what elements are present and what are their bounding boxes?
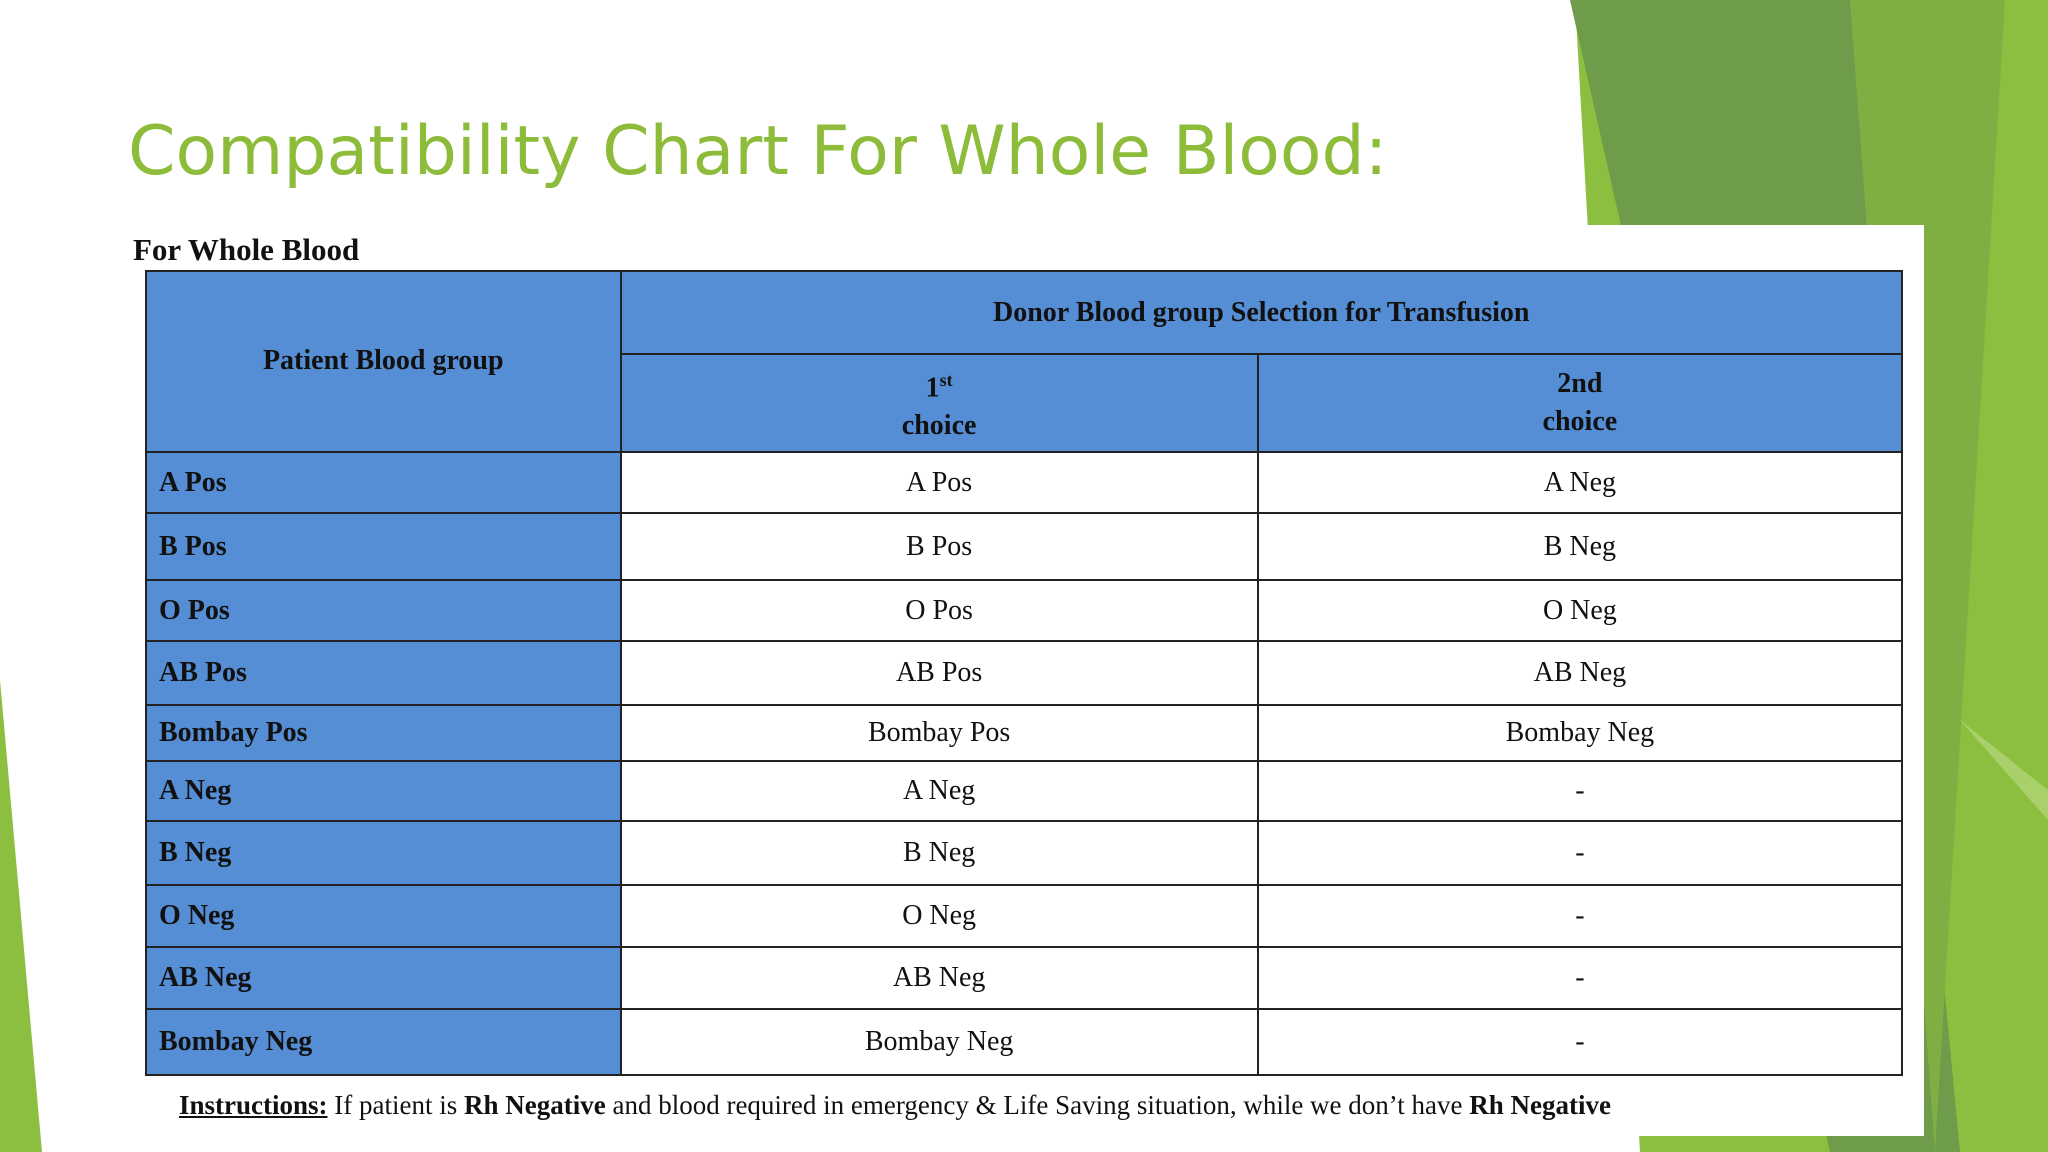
- table-row: O Pos O Pos O Neg: [145, 579, 1904, 642]
- patient-cell: Bombay Pos: [145, 704, 622, 762]
- header-patient: Patient Blood group: [145, 270, 622, 453]
- table-row: Bombay Neg Bombay Neg -: [145, 1008, 1904, 1076]
- instr-bold: Rh Negative: [463, 1090, 606, 1120]
- table-row: A Pos A Pos A Neg: [145, 451, 1904, 514]
- instr-text: If patient is: [327, 1090, 464, 1120]
- patient-cell: O Pos: [145, 579, 622, 642]
- donor-cell: A Neg: [1256, 451, 1904, 514]
- donor-cell: -: [1256, 820, 1904, 886]
- table-row: AB Pos AB Pos AB Neg: [145, 640, 1904, 706]
- patient-cell: B Pos: [145, 512, 622, 581]
- header-donor: Donor Blood group Selection for Transfus…: [619, 270, 1903, 355]
- donor-cell: Bombay Pos: [619, 704, 1259, 762]
- donor-cell: AB Pos: [619, 640, 1259, 706]
- second-number: 2nd: [1557, 368, 1603, 399]
- donor-cell: A Neg: [619, 760, 1259, 822]
- light-band: [1960, 720, 2048, 820]
- table-row: B Pos B Pos B Neg: [145, 512, 1904, 581]
- table-row: AB Neg AB Neg -: [145, 946, 1904, 1010]
- table-row: O Neg O Neg -: [145, 884, 1904, 948]
- table-row: B Neg B Neg -: [145, 820, 1904, 886]
- patient-cell: O Neg: [145, 884, 622, 948]
- table-row: A Neg A Neg -: [145, 760, 1904, 822]
- donor-cell: -: [1256, 946, 1904, 1010]
- donor-cell: -: [1256, 1008, 1904, 1076]
- donor-cell: O Pos: [619, 579, 1259, 642]
- compatibility-table: Patient Blood group Donor Blood group Se…: [145, 270, 1904, 1076]
- patient-cell: Bombay Neg: [145, 1008, 622, 1076]
- instr-bold: Rh Negative: [1469, 1090, 1611, 1120]
- donor-cell: -: [1256, 760, 1904, 822]
- donor-cell: B Neg: [619, 820, 1259, 886]
- donor-cell: O Neg: [619, 884, 1259, 948]
- donor-cell: Bombay Neg: [1256, 704, 1904, 762]
- patient-cell: B Neg: [145, 820, 622, 886]
- instr-label: Instructions:: [179, 1090, 328, 1120]
- slide-title: Compatibility Chart For Whole Blood:: [128, 112, 1388, 191]
- patient-cell: A Neg: [145, 760, 622, 822]
- patient-cell: AB Pos: [145, 640, 622, 706]
- header-first: 1st choice: [619, 353, 1259, 453]
- instructions: Instructions: If patient is Rh Negative …: [179, 1090, 1611, 1121]
- donor-cell: A Pos: [619, 451, 1259, 514]
- donor-cell: -: [1256, 884, 1904, 948]
- first-number: 1: [925, 372, 940, 404]
- donor-cell: Bombay Neg: [619, 1008, 1259, 1076]
- table-row: Bombay Pos Bombay Pos Bombay Neg: [145, 704, 1904, 762]
- patient-cell: AB Neg: [145, 946, 622, 1010]
- header-second: 2nd choice: [1256, 353, 1904, 453]
- left-band: [0, 680, 42, 1152]
- instr-text: and blood required in emergency & Life S…: [605, 1090, 1470, 1120]
- donor-cell: B Neg: [1256, 512, 1904, 581]
- table-caption: For Whole Blood: [133, 232, 360, 267]
- donor-cell: B Pos: [619, 512, 1259, 581]
- first-suffix: st: [939, 369, 953, 390]
- first-word: choice: [901, 410, 977, 442]
- donor-cell: AB Neg: [619, 946, 1259, 1010]
- donor-cell: O Neg: [1256, 579, 1904, 642]
- table-body: A Pos A Pos A Neg B Pos B Pos B Neg O Pos O Pos…: [145, 451, 1904, 1076]
- donor-cell: AB Neg: [1256, 640, 1904, 706]
- patient-cell: A Pos: [145, 451, 622, 514]
- second-word: choice: [1542, 406, 1618, 437]
